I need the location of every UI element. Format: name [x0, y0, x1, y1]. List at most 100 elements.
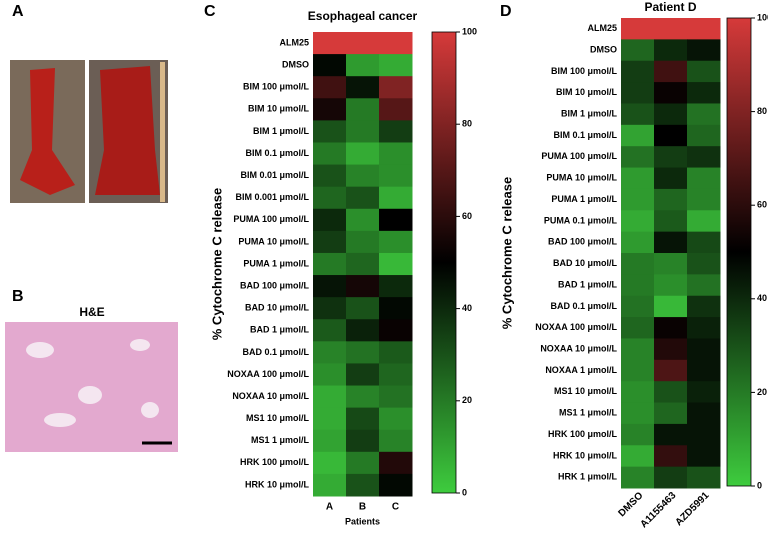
- row-label: BIM 10 μmol/L: [556, 87, 618, 97]
- heatmap-cell: [313, 32, 347, 55]
- heatmap-cell: [621, 295, 655, 318]
- heatmap-cell: [313, 385, 347, 409]
- heatmap-cell: [654, 381, 688, 404]
- panel-label: A: [12, 3, 24, 20]
- heatmap-cell: [313, 164, 347, 188]
- row-label: PUMA 10 μmol/L: [546, 173, 617, 183]
- row-label: MS1 1 μmol/L: [559, 408, 618, 418]
- heatmap-cell: [687, 359, 721, 382]
- colorbar-tick-label: 40: [462, 303, 472, 313]
- heatmap-cell: [654, 359, 688, 382]
- heatmap-cell: [346, 252, 380, 276]
- row-label: BAD 100 μmol/L: [240, 280, 310, 290]
- heatmap-cell: [346, 341, 380, 364]
- colorbar-tick-label: 20: [462, 395, 472, 405]
- heatmap-cell: [313, 473, 347, 497]
- heatmap-cell: [621, 445, 655, 468]
- heatmap-cell: [346, 120, 380, 143]
- heatmap-cell: [379, 473, 413, 497]
- heatmap-cell: [346, 363, 380, 387]
- heatmap-cell: [687, 402, 721, 425]
- heatmap-cell: [379, 252, 413, 276]
- row-label: PUMA 1 μmol/L: [551, 194, 617, 204]
- colorbar-tick-label: 60: [462, 211, 472, 221]
- heatmap-cell: [654, 82, 688, 104]
- heatmap-cell: [687, 39, 721, 62]
- heatmap-cell: [621, 359, 655, 382]
- row-label: ALM25: [587, 23, 617, 33]
- row-label: NOXAA 10 μmol/L: [232, 391, 309, 401]
- row-label: MS1 10 μmol/L: [246, 413, 310, 423]
- column-label: B: [359, 502, 366, 513]
- heatmap-cell: [654, 317, 688, 339]
- x-axis-label: Patients: [345, 516, 380, 526]
- row-label: PUMA 100 μmol/L: [541, 151, 617, 161]
- colorbar: [431, 31, 457, 494]
- heatmap-cell: [379, 32, 413, 55]
- heatmap-cell: [621, 274, 655, 297]
- row-label: BAD 100 μmol/L: [548, 237, 618, 247]
- heatmap-cell: [346, 275, 380, 298]
- heatmap-cell: [313, 341, 347, 364]
- row-label: HRK 10 μmol/L: [245, 479, 310, 489]
- heatmap-cell: [313, 429, 347, 453]
- row-label: BIM 100 μmol/L: [243, 82, 310, 92]
- row-label: BAD 1 μmol/L: [250, 325, 310, 335]
- colorbar-tick-label: 80: [757, 106, 767, 116]
- row-label: HRK 100 μmol/L: [548, 429, 618, 439]
- row-label: PUMA 0.1 μmol/L: [544, 215, 618, 225]
- heatmap-cell: [621, 18, 655, 40]
- heatmap-cell: [621, 82, 655, 104]
- heatmap-cell: [621, 39, 655, 62]
- heatmap-cell: [346, 473, 380, 497]
- heatmap-cell: [654, 445, 688, 468]
- heatmap-cell: [621, 60, 655, 83]
- row-label: BIM 0.1 μmol/L: [553, 130, 617, 140]
- heatmap-cell: [654, 295, 688, 318]
- heatmap-cell: [687, 82, 721, 104]
- row-label: DMSO: [282, 60, 309, 70]
- heatmap-cell: [313, 208, 347, 232]
- heatmap-cell: [621, 146, 655, 169]
- heatmap-cell: [654, 423, 688, 446]
- heatmap-cell: [654, 103, 688, 126]
- heatmap-cell: [687, 60, 721, 83]
- panel-label: C: [204, 3, 216, 20]
- heatmap-cell: [379, 98, 413, 121]
- heatmap-cell: [687, 103, 721, 126]
- heatmap-cell: [313, 297, 347, 320]
- heatmap-cell: [313, 319, 347, 342]
- colorbar-label: % Cytochrome C release: [499, 177, 514, 329]
- heatmap-cell: [621, 423, 655, 446]
- heatmap-cell: [346, 54, 380, 77]
- heatmap-cell: [621, 402, 655, 425]
- heatmap-cell: [346, 230, 380, 254]
- heatmap-cell: [621, 381, 655, 404]
- colorbar-tick-label: 100: [757, 12, 768, 22]
- row-label: PUMA 10 μmol/L: [238, 236, 309, 246]
- heatmap-cell: [654, 39, 688, 62]
- heatmap-cell: [654, 188, 688, 211]
- panel-label: B: [12, 288, 24, 305]
- heatmap-cell: [313, 120, 347, 143]
- heatmap-cell: [379, 54, 413, 77]
- heatmap-cell: [621, 188, 655, 211]
- heatmap-cell: [379, 319, 413, 342]
- row-label: ALM25: [279, 37, 309, 47]
- colorbar-tick-label: 60: [757, 200, 767, 210]
- heatmap-cell: [346, 451, 380, 475]
- heatmap-cell: [687, 167, 721, 190]
- colorbar-tick-label: 100: [462, 26, 477, 36]
- colorbar-tick-label: 80: [462, 119, 472, 129]
- chart-title: Patient D: [644, 0, 696, 14]
- heatmap-cell: [313, 275, 347, 298]
- heatmap-cell: [379, 407, 413, 431]
- heatmap-cell: [313, 363, 347, 387]
- heatmap-cell: [687, 466, 721, 489]
- row-label: BAD 0.1 μmol/L: [242, 347, 309, 357]
- row-label: BIM 100 μmol/L: [551, 66, 618, 76]
- heatmap-cell: [654, 167, 688, 190]
- column-label: A: [326, 502, 333, 513]
- heatmap-cell: [313, 98, 347, 121]
- heatmap-cell: [687, 317, 721, 339]
